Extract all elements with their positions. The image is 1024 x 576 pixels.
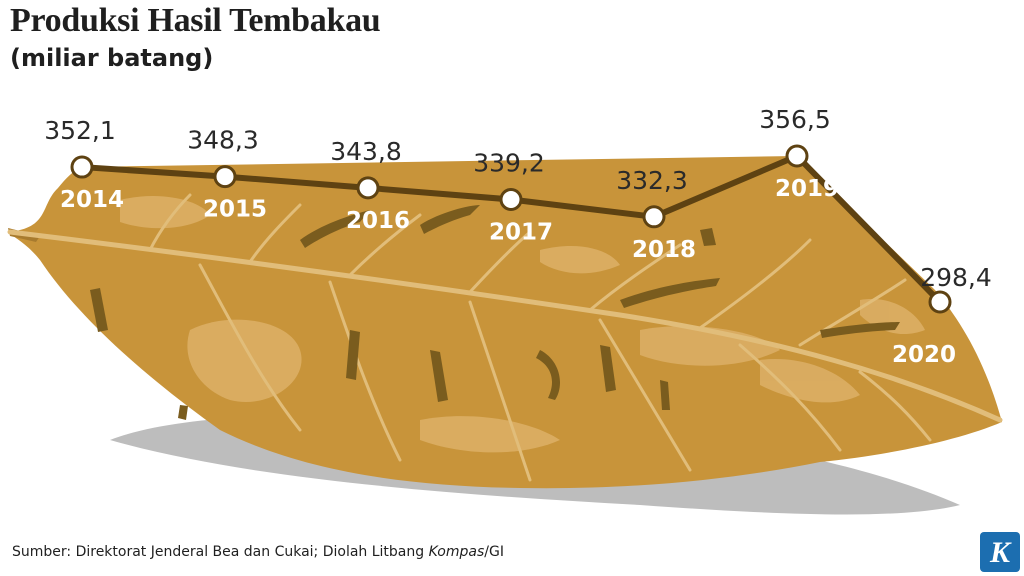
year-label: 2014 <box>60 187 124 213</box>
chart-title: Produksi Hasil Tembakau <box>10 2 381 39</box>
year-label: 2017 <box>489 219 553 245</box>
production-series: 352,1 2014 348,3 2015 343,8 2016 339,2 2017 332,… <box>44 105 992 368</box>
year-label: 2015 <box>203 197 267 223</box>
chart-subtitle: (miliar batang) <box>10 44 214 72</box>
year-label: 2018 <box>632 237 696 263</box>
svg-text:K: K <box>989 536 1012 569</box>
source-credit: /GI <box>484 544 504 560</box>
value-label: 352,1 <box>44 116 116 145</box>
value-label: 332,3 <box>616 166 688 195</box>
data-point <box>785 144 809 168</box>
year-label: 2016 <box>346 208 410 234</box>
year-label: 2019 <box>775 176 839 202</box>
leaf-dark-streaks <box>90 205 900 420</box>
source-note: Sumber: Direktorat Jenderal Bea dan Cuka… <box>12 544 504 560</box>
data-point <box>213 165 237 189</box>
kompas-logo-icon: K <box>980 532 1020 572</box>
data-point <box>356 176 380 200</box>
source-publisher: Kompas <box>428 544 485 560</box>
year-label: 2020 <box>892 342 956 368</box>
data-point <box>70 155 94 179</box>
value-label: 356,5 <box>759 105 831 134</box>
data-point <box>928 290 952 314</box>
value-label: 298,4 <box>920 263 992 292</box>
source-text: Sumber: Direktorat Jenderal Bea dan Cuka… <box>12 544 429 560</box>
leaf-veins <box>7 193 1003 482</box>
value-label: 348,3 <box>187 126 259 155</box>
data-point <box>642 205 666 229</box>
value-label: 343,8 <box>330 137 402 166</box>
value-label: 339,2 <box>473 148 545 177</box>
tobacco-leaf <box>8 156 1002 489</box>
data-point <box>499 187 523 211</box>
